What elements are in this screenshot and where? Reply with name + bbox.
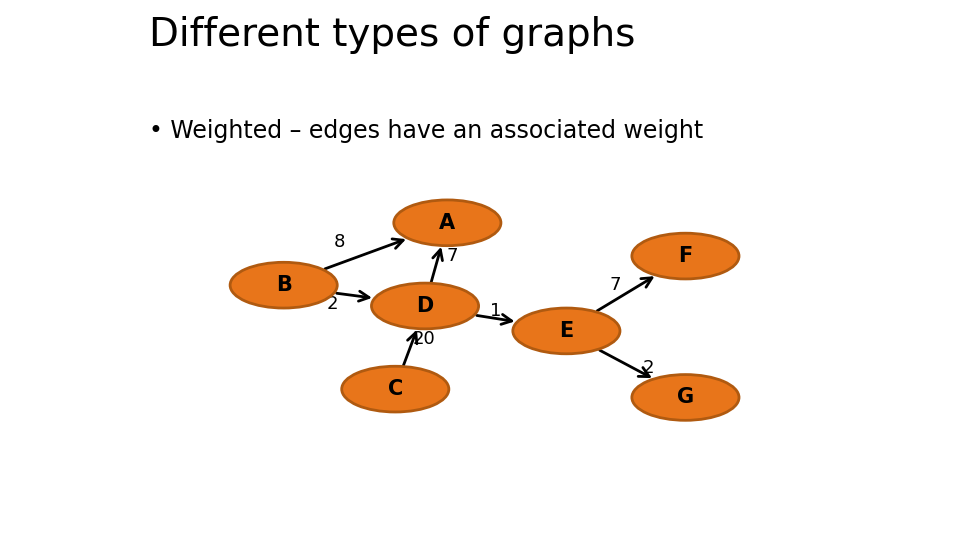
Text: 2: 2 (326, 295, 338, 313)
Text: Different types of graphs: Different types of graphs (149, 16, 636, 54)
Text: C: C (388, 379, 403, 399)
Ellipse shape (394, 200, 501, 246)
Text: • Weighted – edges have an associated weight: • Weighted – edges have an associated we… (149, 119, 703, 143)
Text: B: B (276, 275, 292, 295)
Ellipse shape (632, 233, 739, 279)
Text: F: F (679, 246, 692, 266)
Text: 8: 8 (334, 233, 346, 251)
Text: D: D (417, 296, 434, 316)
Text: G: G (677, 387, 694, 408)
Ellipse shape (372, 283, 479, 329)
Text: 7: 7 (609, 276, 620, 294)
Ellipse shape (342, 366, 449, 412)
Text: E: E (560, 321, 573, 341)
Text: 7: 7 (446, 247, 458, 265)
Ellipse shape (513, 308, 620, 354)
Text: A: A (440, 213, 455, 233)
Text: 2: 2 (642, 359, 654, 377)
Ellipse shape (230, 262, 337, 308)
Text: 1: 1 (490, 302, 501, 320)
Ellipse shape (632, 375, 739, 420)
Text: 20: 20 (412, 330, 435, 348)
